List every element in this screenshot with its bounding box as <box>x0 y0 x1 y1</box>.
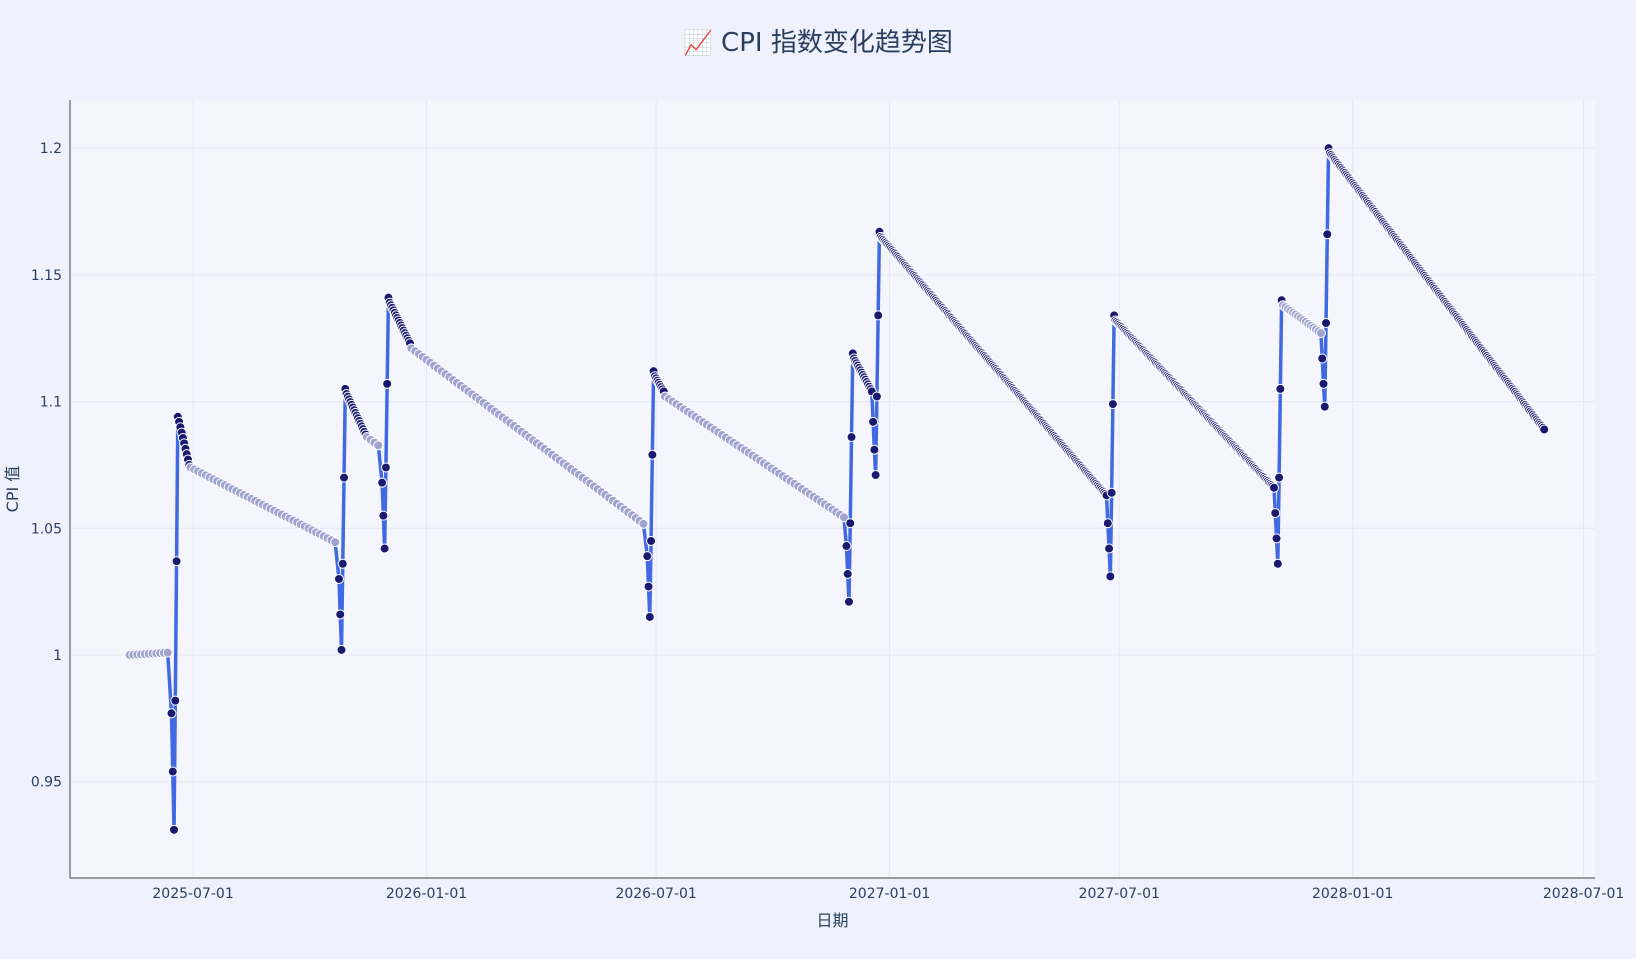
data-point <box>382 378 393 389</box>
data-point <box>842 568 853 579</box>
y-tick-label: 1 <box>53 648 62 664</box>
y-tick-label: 0.95 <box>31 775 62 791</box>
data-point <box>1275 383 1286 394</box>
x-tick-label: 2028-01-01 <box>1312 886 1393 902</box>
y-tick-label: 1.2 <box>40 141 62 157</box>
data-point <box>870 470 881 481</box>
y-tick-label: 1.15 <box>31 268 62 284</box>
data-point <box>1319 401 1330 412</box>
data-point <box>1318 378 1329 389</box>
data-point <box>1322 229 1333 240</box>
grid <box>70 100 1595 878</box>
data-point <box>1105 571 1116 582</box>
series-cpi <box>124 143 1550 835</box>
y-tick-label: 1.05 <box>31 521 62 537</box>
data-point <box>1104 543 1115 554</box>
data-point <box>643 581 654 592</box>
data-point <box>380 462 391 473</box>
data-point <box>330 537 341 548</box>
data-point <box>1102 518 1113 529</box>
data-point <box>1272 558 1283 569</box>
data-point <box>843 596 854 607</box>
data-point <box>1315 328 1326 339</box>
data-point <box>868 416 879 427</box>
data-point <box>339 472 350 483</box>
data-point <box>170 695 181 706</box>
data-point <box>1107 399 1118 410</box>
data-point <box>1317 353 1328 364</box>
data-point <box>638 518 649 529</box>
data-point <box>336 644 347 655</box>
y-tick-label: 1.1 <box>40 395 62 411</box>
data-point <box>169 824 180 835</box>
data-point <box>166 708 177 719</box>
data-point <box>171 556 182 567</box>
x-tick-label: 2028-07-01 <box>1543 886 1624 902</box>
x-tick-label: 2027-01-01 <box>849 886 930 902</box>
data-point <box>871 391 882 402</box>
data-point <box>642 551 653 562</box>
tick-labels: 0.95 1 1.05 1.1 1.15 1.2 2025-07-01 2026-01-01 2… <box>31 141 1624 902</box>
data-point <box>333 573 344 584</box>
x-tick-label: 2026-07-01 <box>615 886 696 902</box>
data-point <box>1539 424 1550 435</box>
data-point <box>167 766 178 777</box>
data-point <box>1270 508 1281 519</box>
data-point <box>1274 472 1285 483</box>
x-tick-label: 2025-07-01 <box>152 886 233 902</box>
data-point <box>845 518 856 529</box>
chart-title: 📈 CPI 指数变化趋势图 <box>0 22 1636 59</box>
x-tick-label: 2026-01-01 <box>386 886 467 902</box>
chart-title-text: CPI 指数变化趋势图 <box>721 28 953 58</box>
data-point <box>869 444 880 455</box>
data-point <box>162 647 173 658</box>
data-point <box>335 609 346 620</box>
x-tick-label: 2027-07-01 <box>1079 886 1160 902</box>
plot-area <box>70 100 1595 878</box>
data-point <box>378 510 389 521</box>
data-point <box>841 541 852 552</box>
data-point <box>1106 487 1117 498</box>
data-point <box>337 558 348 569</box>
data-point <box>1271 533 1282 544</box>
data-point <box>379 543 390 554</box>
data-point <box>846 432 857 443</box>
data-point <box>1321 318 1332 329</box>
x-axis-title: 日期 <box>816 911 848 930</box>
data-point <box>646 535 657 546</box>
data-point <box>647 449 658 460</box>
y-axis-title: CPI 值 <box>3 466 22 513</box>
data-point <box>377 477 388 488</box>
data-point <box>644 611 655 622</box>
data-point <box>373 440 384 451</box>
axes <box>69 100 1595 879</box>
chart-trend-icon: 📈 <box>683 29 714 57</box>
data-point <box>1269 482 1280 493</box>
data-point <box>838 512 849 523</box>
data-point <box>873 310 884 321</box>
